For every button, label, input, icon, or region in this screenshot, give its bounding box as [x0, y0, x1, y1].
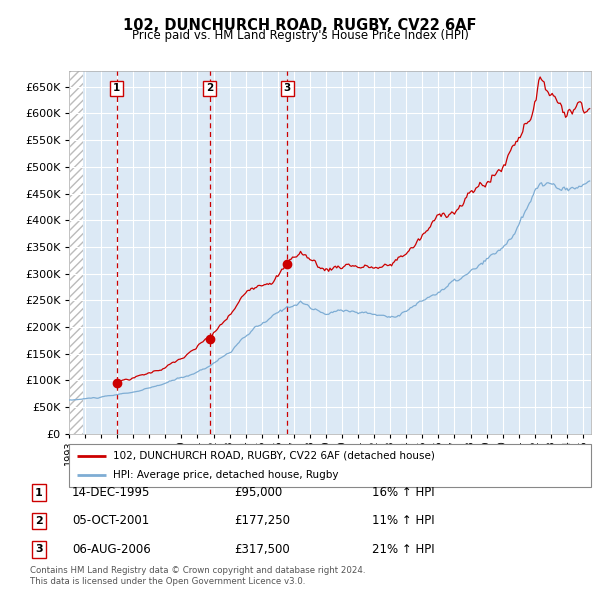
Text: HPI: Average price, detached house, Rugby: HPI: Average price, detached house, Rugb… [113, 470, 339, 480]
Bar [69, 71, 83, 434]
Text: 2: 2 [206, 84, 214, 93]
Text: 2: 2 [35, 516, 43, 526]
Text: 16% ↑ HPI: 16% ↑ HPI [372, 486, 434, 499]
Text: 21% ↑ HPI: 21% ↑ HPI [372, 543, 434, 556]
Text: 06-AUG-2006: 06-AUG-2006 [72, 543, 151, 556]
Text: £95,000: £95,000 [234, 486, 282, 499]
Text: 1: 1 [113, 84, 120, 93]
Text: 05-OCT-2001: 05-OCT-2001 [72, 514, 149, 527]
Text: 3: 3 [284, 84, 291, 93]
Text: 14-DEC-1995: 14-DEC-1995 [72, 486, 151, 499]
Text: Contains HM Land Registry data © Crown copyright and database right 2024.: Contains HM Land Registry data © Crown c… [30, 566, 365, 575]
Text: £177,250: £177,250 [234, 514, 290, 527]
Text: Price paid vs. HM Land Registry's House Price Index (HPI): Price paid vs. HM Land Registry's House … [131, 30, 469, 42]
Text: 1: 1 [35, 488, 43, 497]
Text: 102, DUNCHURCH ROAD, RUGBY, CV22 6AF: 102, DUNCHURCH ROAD, RUGBY, CV22 6AF [123, 18, 477, 32]
Text: 11% ↑ HPI: 11% ↑ HPI [372, 514, 434, 527]
Text: 102, DUNCHURCH ROAD, RUGBY, CV22 6AF (detached house): 102, DUNCHURCH ROAD, RUGBY, CV22 6AF (de… [113, 451, 435, 461]
Text: This data is licensed under the Open Government Licence v3.0.: This data is licensed under the Open Gov… [30, 577, 305, 586]
Text: £317,500: £317,500 [234, 543, 290, 556]
FancyBboxPatch shape [69, 444, 591, 487]
Text: 3: 3 [35, 545, 43, 554]
